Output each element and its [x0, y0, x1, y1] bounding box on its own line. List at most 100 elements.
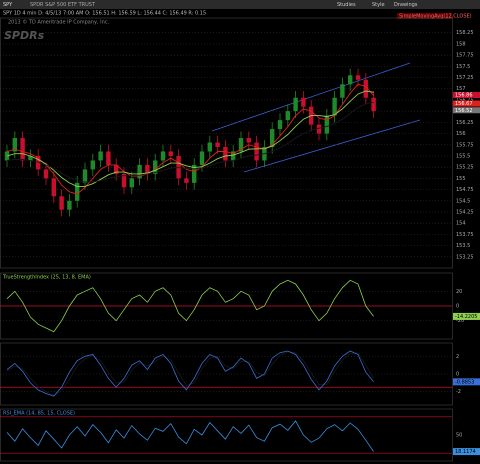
y-tick-label: 0 [456, 372, 459, 378]
candle-body [223, 147, 228, 161]
toolbar [0, 0, 480, 9]
menu-drawings[interactable]: Drawings [394, 2, 418, 8]
candle-body [355, 75, 361, 80]
candle-body [168, 151, 173, 156]
menu-style[interactable]: Style [372, 2, 385, 8]
candle-body [90, 160, 95, 170]
candle-body [301, 97, 306, 107]
y-tick-label: 155.25 [456, 165, 474, 171]
candle-body [75, 182, 80, 201]
y-tick-label: 156.25 [456, 120, 474, 126]
candle-body [363, 79, 368, 98]
candle-body [43, 169, 49, 179]
y-tick-label: 153.5 [456, 243, 470, 249]
candle-body [106, 151, 111, 165]
candle-body [254, 142, 259, 161]
panel-frame [0, 408, 453, 462]
candle-body [324, 115, 329, 134]
copyright: 2013 © TD Ameritrade IP Company, Inc. [8, 19, 110, 26]
series-line [6, 420, 374, 452]
y-tick-label: 50 [456, 433, 462, 439]
y-tick-label: 153.75 [456, 232, 474, 238]
series-line [6, 101, 374, 183]
candle-body [160, 151, 166, 161]
candle-body [199, 151, 205, 165]
candle-body [332, 97, 337, 116]
study-label-box [397, 13, 452, 19]
candle-body [215, 142, 220, 147]
candle-body [293, 97, 298, 112]
study-title: TrueStrengthIndex (25, 13, 8, EMA) [2, 275, 91, 281]
channel-line [243, 119, 421, 173]
menu-studies[interactable]: Studies [337, 2, 356, 8]
last-value-box [453, 378, 480, 386]
y-tick-label: 157.75 [456, 53, 474, 59]
channel-line [211, 62, 411, 132]
y-tick-label: 154.25 [456, 209, 474, 215]
candle-body [231, 151, 236, 161]
candle-body [67, 200, 72, 210]
y-tick-label: 158 [456, 41, 466, 47]
candle-body [28, 155, 33, 161]
candle-body [184, 178, 189, 183]
candle-body [121, 173, 127, 188]
y-tick-label: 155.5 [456, 153, 470, 159]
candle-body [246, 138, 251, 143]
candle-body [59, 196, 64, 210]
y-tick-label: -2 [456, 389, 461, 395]
candle-body [51, 178, 56, 197]
quote-line: SPY 1D 4 min D: 4/5/13 7:00 AM O: 156.51… [3, 11, 206, 17]
y-tick-label: 154.75 [456, 187, 474, 193]
series-line [6, 279, 374, 333]
y-tick-label: 154.5 [456, 198, 470, 204]
candle-body [82, 169, 88, 183]
price-label-box [453, 100, 480, 107]
series-line [6, 83, 374, 195]
y-tick-label: 157.25 [456, 75, 474, 81]
candle-body [340, 84, 345, 98]
y-tick-label: 156 [456, 131, 466, 137]
candle-body [114, 164, 119, 174]
y-tick-label: 156.75 [456, 97, 474, 103]
y-tick-label: 20 [456, 289, 462, 295]
company: SPDR S&P 500 ETF TRUST [30, 2, 96, 8]
last-value-label: -0.8853 [455, 379, 474, 385]
price-label-box [453, 107, 480, 114]
candle-body [153, 160, 158, 174]
y-tick-label: 158.25 [456, 30, 474, 36]
study-label: SimpleMovingAvg(12,CLOSE) [399, 14, 472, 20]
candle-body [277, 120, 283, 130]
study-title: RSI_EMA (14, 85, 15, CLOSE) [3, 411, 75, 417]
candle-body [36, 155, 41, 170]
y-tick-label: 155.75 [456, 142, 474, 148]
candle-body [348, 75, 353, 85]
price-label: 156.67 [455, 101, 473, 107]
y-tick-label: 0 [456, 304, 459, 310]
last-value-box [453, 448, 480, 456]
y-tick-label: 155 [456, 176, 466, 182]
candle-body [145, 164, 150, 174]
candle-body [238, 138, 244, 152]
price-label: 156.86 [455, 93, 473, 99]
y-tick-label: 2 [456, 354, 459, 360]
price-label-box [453, 92, 480, 99]
panel-frame [0, 17, 453, 269]
candle-body [20, 138, 25, 161]
candle-body [285, 111, 290, 121]
series-line [6, 350, 374, 397]
series-line [6, 90, 374, 187]
watermark: SPDRs [4, 29, 45, 42]
candle-body [207, 142, 212, 152]
candle-body [192, 164, 197, 183]
candle-body [98, 151, 103, 161]
last-value-label: 18.1174 [455, 449, 476, 455]
candle-body [12, 138, 17, 152]
symbol[interactable]: SPY [3, 2, 13, 8]
price-label: 156.52 [455, 108, 473, 114]
y-tick-label: 154 [456, 221, 466, 227]
y-tick-label: 157.5 [456, 64, 470, 70]
candle-body [129, 178, 134, 188]
y-tick-label: -20 [456, 318, 464, 324]
